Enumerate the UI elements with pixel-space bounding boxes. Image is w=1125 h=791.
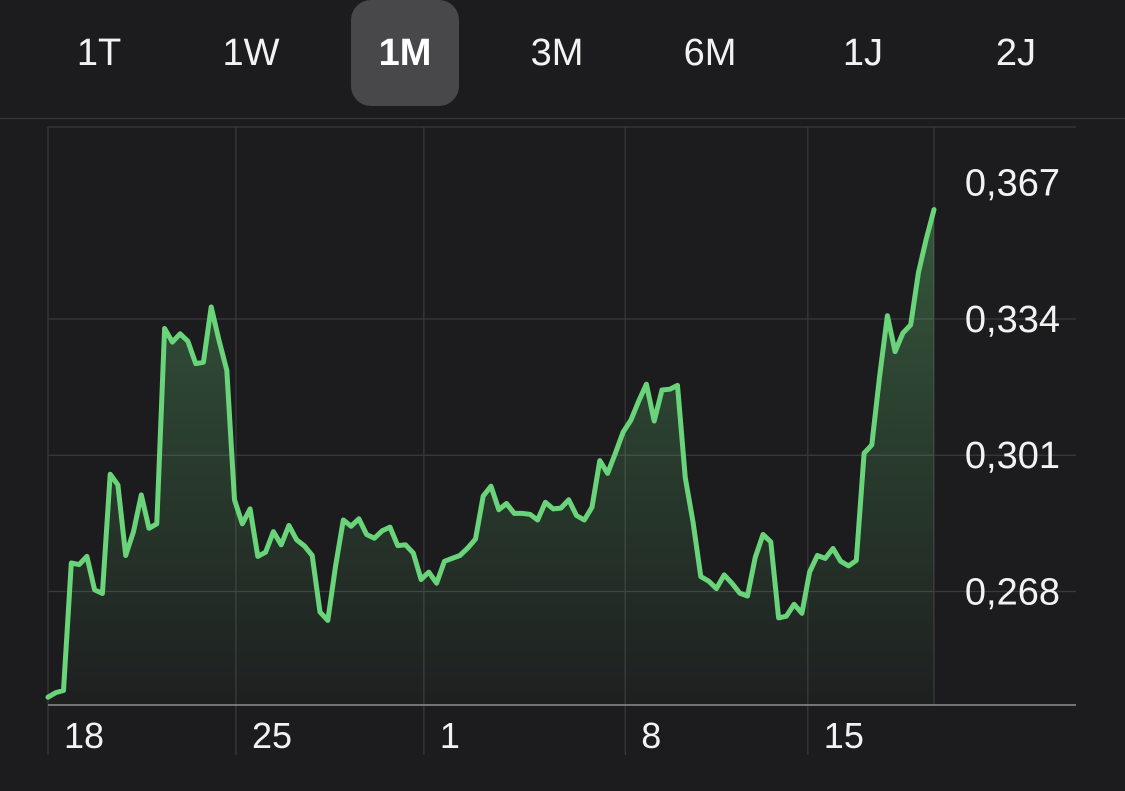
range-option-3m[interactable]: 3M xyxy=(530,31,584,74)
y-axis-labels: 0,367 0,334 0,301 0,268 xyxy=(965,163,1060,614)
range-option-1t[interactable]: 1T xyxy=(76,31,122,74)
y-tick-label: 0,367 xyxy=(965,163,1060,205)
range-option-1m-selected[interactable]: 1M xyxy=(351,0,459,106)
time-range-selector: 1T 1W 1M 3M 6M 1J 2J xyxy=(0,0,1125,118)
range-option-1w[interactable]: 1W xyxy=(222,31,280,74)
range-option-6m[interactable]: 6M xyxy=(683,31,737,74)
range-option-2j[interactable]: 2J xyxy=(995,31,1037,74)
top-divider xyxy=(0,118,1125,119)
x-tick-label: 15 xyxy=(824,715,864,756)
x-tick-label: 1 xyxy=(440,715,460,756)
y-tick-label: 0,334 xyxy=(965,299,1060,341)
x-tick-label: 25 xyxy=(252,715,292,756)
x-axis-labels: 18 25 1 8 15 xyxy=(64,715,864,756)
price-line xyxy=(45,207,937,700)
range-option-1j[interactable]: 1J xyxy=(842,31,884,74)
y-tick-label: 0,268 xyxy=(965,571,1060,613)
x-tick-label: 18 xyxy=(64,715,104,756)
y-tick-label: 0,301 xyxy=(965,435,1060,477)
x-tick-label: 8 xyxy=(641,715,661,756)
area-fill xyxy=(48,209,934,705)
